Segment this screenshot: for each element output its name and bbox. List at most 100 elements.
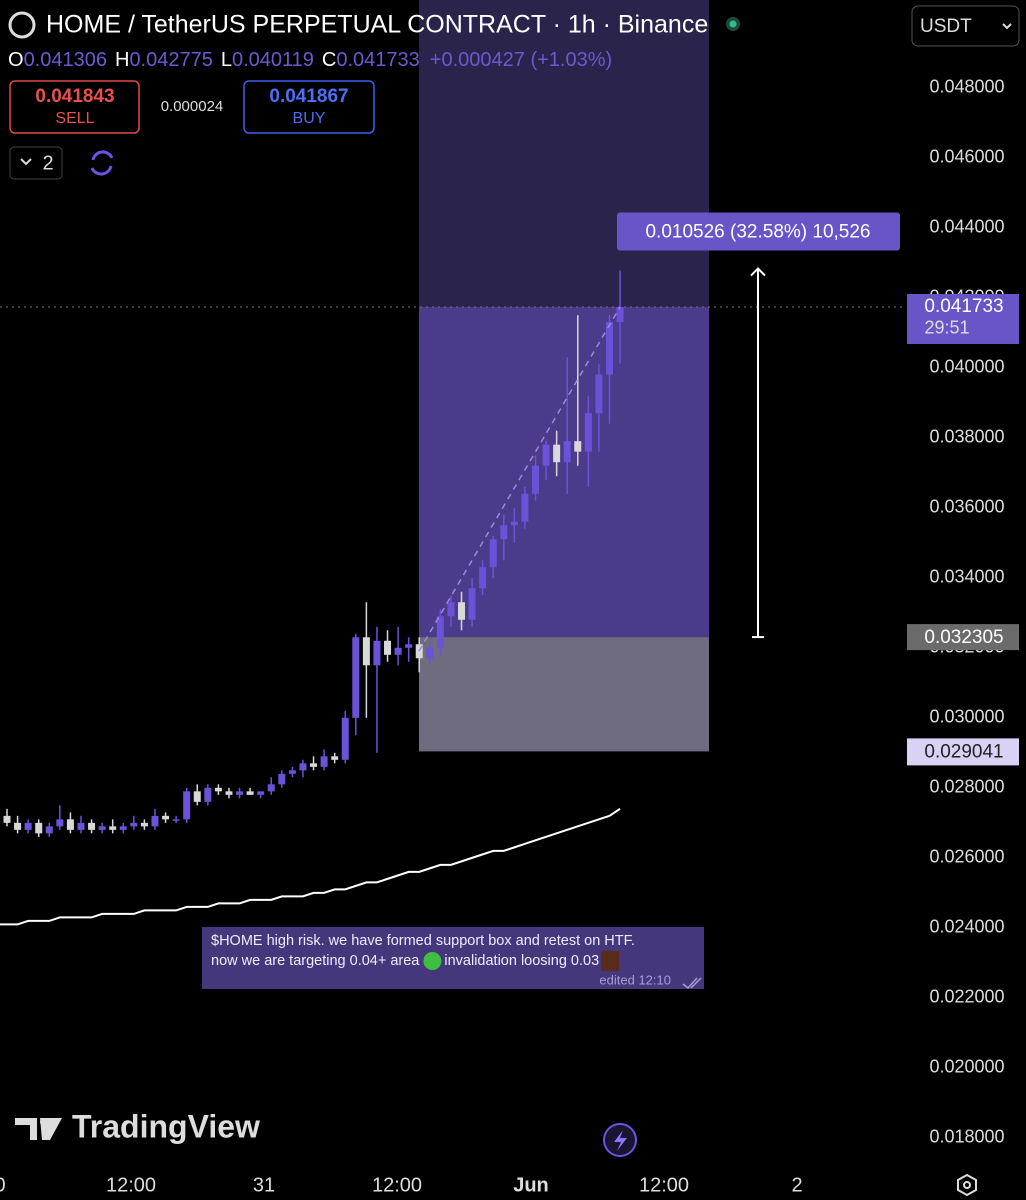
settings-icon-center xyxy=(963,1181,971,1189)
x-tick-label: 0 xyxy=(0,1174,6,1196)
candle-body xyxy=(532,465,539,494)
candle-body xyxy=(521,493,529,522)
candle-body xyxy=(172,819,180,821)
candle-body xyxy=(362,637,370,666)
candle-body xyxy=(98,826,106,830)
y-tick-label: 0.018000 xyxy=(929,1127,1004,1147)
measure-label-box xyxy=(617,212,900,251)
chart-emoji xyxy=(601,951,620,971)
measure-arrowhead xyxy=(750,267,766,277)
note-line: $HOME high risk. we have formed support … xyxy=(211,933,635,949)
overlay: HOME / TetherUS PERPETUAL CONTRACT · 1h … xyxy=(8,5,1020,1197)
candle-body xyxy=(66,819,74,830)
entry-price-box xyxy=(907,624,1019,651)
candle-body xyxy=(119,826,127,830)
candle-body xyxy=(257,791,265,795)
candle-body xyxy=(595,374,603,414)
note-line: now we are targeting 0.04+ area xyxy=(211,953,420,969)
last-price-label: 0.041733 xyxy=(924,296,1003,317)
candle-body xyxy=(151,815,159,827)
symbol-logo[interactable] xyxy=(8,11,36,39)
candle-body xyxy=(458,602,466,620)
candle-body xyxy=(236,791,244,795)
c-key: C xyxy=(322,49,336,71)
candle-body xyxy=(24,822,32,830)
candle-body xyxy=(109,826,117,830)
y-tick-label: 0.026000 xyxy=(929,847,1004,867)
candle-body xyxy=(77,822,85,830)
sell-label: SELL xyxy=(55,110,94,127)
candle-body xyxy=(310,763,318,767)
candle-body xyxy=(384,640,392,655)
read-check xyxy=(682,977,702,990)
sell-button[interactable] xyxy=(9,80,140,134)
profit-filled xyxy=(419,306,709,638)
candle-body xyxy=(214,787,222,792)
x-tick-label: Jun xyxy=(513,1174,549,1196)
settings-icon[interactable] xyxy=(957,1173,977,1197)
lightning-icon xyxy=(614,1130,627,1151)
o-key: O xyxy=(8,49,24,71)
candle-body xyxy=(447,602,455,617)
change: +0.000427 (+1.03%) xyxy=(430,49,612,71)
candle-body xyxy=(468,588,476,620)
stop-zone xyxy=(419,637,709,752)
ohlc-legend: O0.041306 H0.042775 L0.040119 C0.041733 +0.0… xyxy=(8,49,612,71)
candle-body xyxy=(500,525,508,540)
c-value: 0.041733 xyxy=(336,49,419,71)
y-tick-label: 0.040000 xyxy=(929,356,1004,376)
candle-body xyxy=(204,787,212,802)
o-value: 0.041306 xyxy=(24,49,107,71)
refresh-icon[interactable] xyxy=(90,150,114,176)
candle-body xyxy=(574,441,582,452)
moving-average xyxy=(0,808,621,926)
candle-body xyxy=(130,822,138,827)
candle-body xyxy=(553,444,561,463)
candle-body xyxy=(193,791,201,802)
entry-price-label: 0.032305 xyxy=(924,627,1003,648)
x-tick-label: 31 xyxy=(253,1174,275,1196)
h-value: 0.042775 xyxy=(129,49,212,71)
candle-body xyxy=(88,822,96,830)
indicator-count: 2 xyxy=(42,152,53,174)
y-tick-label: 0.036000 xyxy=(929,496,1004,516)
countdown: 29:51 xyxy=(924,318,969,338)
y-tick-label: 0.046000 xyxy=(929,146,1004,166)
candle-body xyxy=(162,815,170,820)
buy-price: 0.041867 xyxy=(269,86,348,107)
status-dot-inner xyxy=(729,20,737,28)
buy-button[interactable] xyxy=(243,80,375,134)
candle-body xyxy=(35,822,43,834)
y-tick-label: 0.048000 xyxy=(929,76,1004,96)
stop-price-label: 0.029041 xyxy=(924,741,1003,762)
candle-body xyxy=(394,647,402,655)
candle-body xyxy=(267,784,275,792)
candle-body xyxy=(140,822,148,827)
candle-body xyxy=(320,756,328,767)
candle-body xyxy=(616,306,624,322)
note-line: invalidation loosing 0.03 xyxy=(444,953,599,969)
candle-body xyxy=(426,647,434,659)
candle-body xyxy=(183,791,191,820)
h-key: H xyxy=(115,49,129,71)
candle-body xyxy=(246,791,254,795)
l-key: L xyxy=(221,49,232,71)
note-edited: edited 12:10 xyxy=(599,972,671,987)
candle-body xyxy=(45,826,53,834)
brand: TradingView xyxy=(72,1108,260,1144)
candle-body xyxy=(489,539,497,568)
candle-body xyxy=(479,567,487,589)
y-tick-label: 0.030000 xyxy=(929,707,1004,727)
y-tick-label: 0.038000 xyxy=(929,426,1004,446)
currency-select[interactable] xyxy=(911,5,1020,47)
green-circle-emoji xyxy=(423,952,442,970)
indicator-toggle[interactable] xyxy=(9,146,63,180)
candle-body xyxy=(584,413,592,452)
candle-body xyxy=(299,763,307,771)
currency: USDT xyxy=(920,16,972,37)
brand-logo-dot xyxy=(40,1118,48,1126)
y-tick-label: 0.044000 xyxy=(929,216,1004,236)
y-tick-label: 0.034000 xyxy=(929,566,1004,586)
